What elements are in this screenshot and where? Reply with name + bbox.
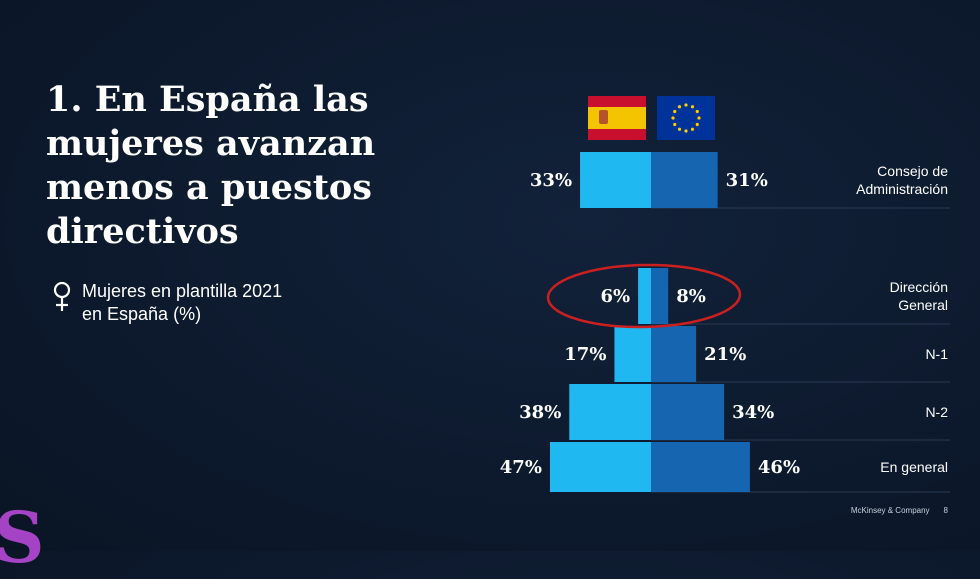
bar-eu xyxy=(651,442,750,492)
value-label-eu: 46% xyxy=(758,457,800,478)
flag-legend xyxy=(588,96,715,140)
value-label-eu: 8% xyxy=(676,286,706,307)
bar-eu xyxy=(651,152,718,208)
category-label: General xyxy=(898,297,948,313)
bar-spain xyxy=(549,442,651,492)
bar-spain xyxy=(580,152,651,208)
value-label-spain: 47% xyxy=(500,457,542,478)
slide-title: 1. En España las mujeres avanzan menos a… xyxy=(46,79,376,252)
bar-spain xyxy=(638,268,651,324)
value-label-spain: 33% xyxy=(530,170,572,191)
bar-eu xyxy=(651,384,725,440)
bar-spain xyxy=(614,326,651,382)
footer: McKinsey & Company 8 xyxy=(851,506,948,515)
category-label: Consejo de xyxy=(877,163,948,179)
category-label: N-2 xyxy=(925,404,948,420)
value-label-spain: 6% xyxy=(600,286,630,307)
eu-flag-icon xyxy=(657,96,715,140)
subtitle-text: Mujeres en plantilla 2021 en España (%) xyxy=(82,281,283,324)
value-label-eu: 21% xyxy=(704,344,746,365)
value-label-spain: 17% xyxy=(564,344,606,365)
bar-spain xyxy=(569,384,651,440)
value-label-eu: 31% xyxy=(726,170,768,191)
page-number: 8 xyxy=(943,506,948,515)
bar-eu xyxy=(651,326,697,382)
bar-eu xyxy=(651,268,669,324)
category-label: Administración xyxy=(856,181,948,197)
category-label: Dirección xyxy=(890,279,948,295)
pyramid-chart: 33% 31% 6% 8% 17% 21% 38% 34% 47% 46% Consejo de A… xyxy=(500,96,950,493)
spain-flag-icon xyxy=(588,96,646,140)
category-label: N-1 xyxy=(925,346,948,362)
value-label-eu: 34% xyxy=(732,402,774,423)
footer-brand: McKinsey & Company xyxy=(850,506,930,515)
watermark-logo: S xyxy=(0,496,45,579)
highlight-circle xyxy=(546,263,742,329)
value-label-spain: 38% xyxy=(519,402,561,423)
chart-subtitle: Mujeres en plantilla 2021 en España (%) xyxy=(52,280,302,326)
category-label: En general xyxy=(880,459,948,475)
female-symbol-icon xyxy=(53,281,71,311)
